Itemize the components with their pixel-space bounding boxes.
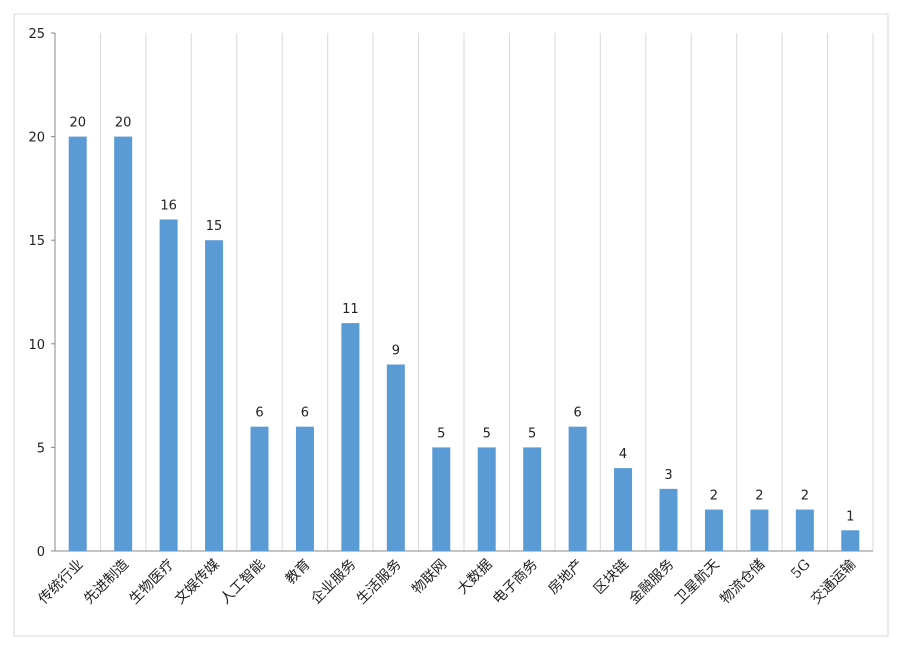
y-tick-label: 5 (37, 441, 45, 456)
value-label: 2 (755, 489, 763, 504)
value-label: 20 (69, 116, 86, 131)
value-label: 5 (437, 426, 445, 441)
bar (795, 509, 814, 551)
value-label: 4 (619, 447, 627, 462)
bar (750, 509, 769, 551)
y-tick-label: 20 (28, 131, 45, 146)
value-label: 5 (528, 426, 536, 441)
bar (250, 426, 269, 551)
y-tick-label: 25 (28, 27, 45, 42)
bar (205, 240, 224, 551)
bar (68, 136, 87, 551)
bar (659, 488, 678, 551)
value-label: 5 (483, 426, 491, 441)
value-label: 6 (573, 406, 581, 421)
value-label: 1 (846, 509, 854, 524)
bar (295, 426, 314, 551)
bar (523, 447, 542, 551)
bar (568, 426, 587, 551)
bar (341, 323, 360, 551)
bar (704, 509, 723, 551)
value-label: 16 (160, 198, 177, 213)
value-label: 2 (801, 489, 809, 504)
value-label: 11 (342, 302, 359, 317)
value-label: 3 (664, 468, 672, 483)
value-label: 2 (710, 489, 718, 504)
y-tick-label: 0 (37, 545, 45, 560)
y-tick-label: 10 (28, 338, 45, 353)
bar (841, 530, 860, 551)
value-label: 6 (301, 406, 309, 421)
y-tick-label: 15 (28, 234, 45, 249)
bar (386, 364, 405, 551)
bar (477, 447, 496, 551)
value-label: 15 (206, 219, 223, 234)
bar (432, 447, 451, 551)
value-label: 9 (392, 344, 400, 359)
bar (614, 468, 633, 551)
value-label: 6 (255, 406, 263, 421)
bar (159, 219, 178, 552)
value-label: 20 (115, 116, 132, 131)
bar (114, 136, 133, 551)
